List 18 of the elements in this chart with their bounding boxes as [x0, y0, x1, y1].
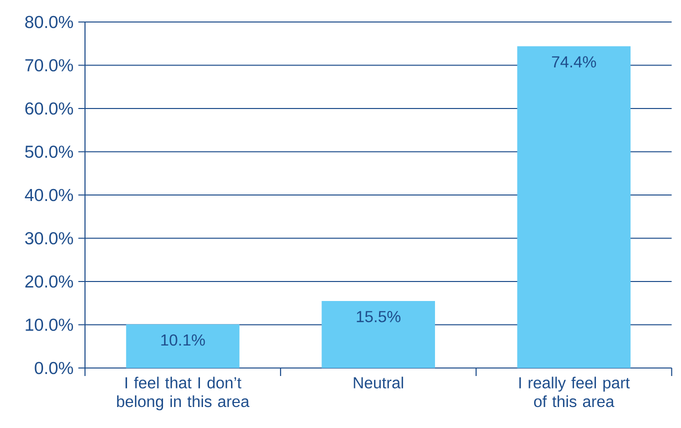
y-tick-label: 40.0% — [24, 188, 74, 202]
y-tick-label: 50.0% — [25, 146, 74, 158]
y-tick-label: 60.0% — [25, 102, 74, 115]
data-label: 10.1% — [161, 334, 205, 346]
data-label: 15.5% — [356, 311, 400, 322]
y-tick-label: 80.0% — [25, 16, 74, 28]
x-tick-label: Neutral — [354, 376, 404, 388]
bar — [517, 46, 631, 368]
bar — [322, 300, 436, 368]
y-tick-label: 20.0% — [25, 275, 74, 288]
bar — [126, 324, 240, 368]
y-tick-label: 10.0% — [26, 318, 74, 331]
y-tick-label: 0.0% — [34, 362, 74, 374]
y-tick-label: 70.0% — [25, 59, 74, 72]
x-tick-label: I really feel part of this area — [519, 376, 630, 408]
x-tick-label: I feel that I don’t belong in this area — [117, 376, 250, 410]
y-tick-label: 30.0% — [25, 232, 74, 244]
data-label: 74.4% — [552, 56, 596, 68]
